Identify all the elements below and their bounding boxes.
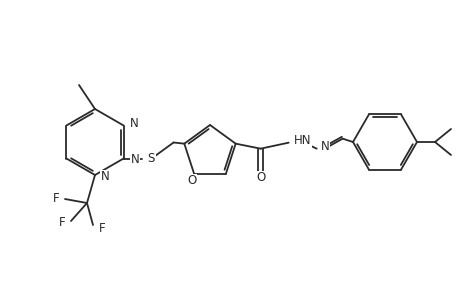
Text: F: F [99, 221, 105, 235]
Text: F: F [53, 191, 59, 205]
Text: N: N [130, 153, 139, 166]
Text: N: N [129, 117, 138, 130]
Text: S: S [147, 152, 155, 165]
Text: HN: HN [293, 134, 310, 147]
Text: N: N [101, 170, 110, 184]
Text: N: N [320, 140, 329, 153]
Text: F: F [59, 215, 65, 229]
Text: N: N [130, 118, 139, 131]
Text: O: O [187, 174, 196, 187]
Text: O: O [256, 171, 265, 184]
